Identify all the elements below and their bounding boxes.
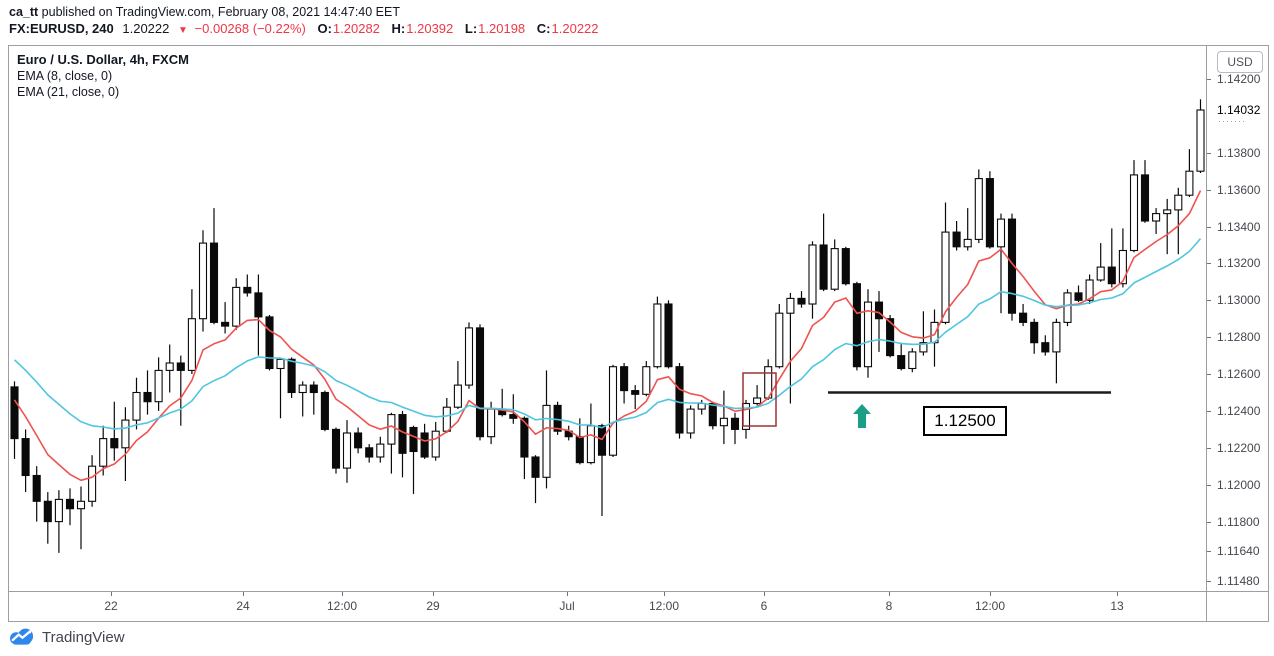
price-axis-label: 1.13400 xyxy=(1217,219,1261,234)
time-axis-label: 29 xyxy=(426,599,440,613)
price-axis[interactable]: USD 1.14032 ······· 1.14200 1.13800 1.1360… xyxy=(1207,46,1268,621)
price-chart-plot[interactable] xyxy=(9,46,1206,591)
time-tick xyxy=(342,592,343,596)
current-price-label: 1.14032 xyxy=(1215,102,1263,117)
time-axis-separator xyxy=(9,591,1268,592)
time-tick xyxy=(764,592,765,596)
price-tick xyxy=(1207,447,1211,449)
time-tick xyxy=(567,592,568,596)
time-axis-label: 12:00 xyxy=(326,599,358,613)
candlesticks xyxy=(10,99,1205,553)
price-axis-label: 1.13200 xyxy=(1217,256,1261,271)
time-axis-label: 13 xyxy=(1110,599,1124,613)
time-axis-label: 22 xyxy=(104,599,118,613)
ema-21-line[interactable] xyxy=(13,238,1202,430)
chart-frame: Euro / U.S. Dollar, 4h, FXCM EMA (8, clo… xyxy=(8,45,1269,622)
ohlc-close: C:1.20222 xyxy=(536,21,599,36)
price-tick xyxy=(1207,79,1211,80)
time-tick xyxy=(111,592,112,596)
obscured-tick-dots: ······· xyxy=(1218,115,1246,126)
time-axis-label: 12:00 xyxy=(974,599,1006,613)
symbol-label[interactable]: FX:EURUSD, 240 xyxy=(9,21,114,36)
price-axis-label: 1.11480 xyxy=(1217,573,1260,588)
price-tick xyxy=(1207,263,1211,265)
byline: ca_tt published on TradingView.com, Febr… xyxy=(9,5,400,19)
price-axis-label: 1.13600 xyxy=(1217,182,1261,197)
ohlc-high: H:1.20392 xyxy=(391,21,454,36)
price-tick xyxy=(1207,337,1211,339)
time-tick xyxy=(664,592,665,596)
ohlc-low: L:1.20198 xyxy=(464,21,526,36)
footer: TradingView xyxy=(8,627,125,647)
support-price-flag[interactable]: 1.12500 xyxy=(923,406,1007,436)
time-tick xyxy=(1117,592,1118,596)
entry-zone-rectangle[interactable] xyxy=(742,372,777,427)
legend-ema8[interactable]: EMA (8, close, 0) xyxy=(17,69,113,83)
price-axis-separator xyxy=(1206,46,1207,621)
author-username[interactable]: ca_tt xyxy=(9,5,39,19)
time-axis-label: 12:00 xyxy=(648,599,680,613)
price-tick xyxy=(1207,374,1211,376)
price-change: −0.00268 (−0.22%) xyxy=(194,21,306,36)
price-axis-label: 1.12200 xyxy=(1217,440,1261,455)
price-tick xyxy=(1207,300,1211,302)
down-triangle-icon: ▼ xyxy=(178,25,188,36)
ema-8-line[interactable] xyxy=(13,190,1202,482)
price-tick xyxy=(1207,521,1211,523)
time-axis-label: 8 xyxy=(885,599,893,613)
time-axis[interactable]: 22 24 12:00 29 Jul 12:00 6 8 12:00 13 xyxy=(9,592,1206,621)
byline-text: published on TradingView.com, February 0… xyxy=(38,5,400,19)
time-axis-label: 24 xyxy=(236,599,250,613)
price-axis-label: 1.13000 xyxy=(1217,293,1261,308)
price-axis-label: 1.13800 xyxy=(1217,145,1261,160)
tradingview-logo-text[interactable]: TradingView xyxy=(42,628,125,646)
time-tick xyxy=(889,592,890,596)
price-tick xyxy=(1207,152,1211,154)
price-tick xyxy=(1207,226,1211,228)
price-tick xyxy=(1207,580,1211,582)
ticker-line: FX:EURUSD, 240 1.20222 ▼ −0.00268 (−0.22… xyxy=(9,21,599,36)
price-axis-label: 1.12000 xyxy=(1217,477,1261,492)
ohlc-open: O:1.20282 xyxy=(317,21,380,36)
legend-ema21[interactable]: EMA (21, close, 0) xyxy=(17,85,120,99)
up-arrow-marker[interactable] xyxy=(853,404,871,428)
tradingview-logo-icon[interactable] xyxy=(8,627,36,647)
time-axis-label: 6 xyxy=(760,599,768,613)
time-tick xyxy=(433,592,434,596)
price-axis-label: 1.12800 xyxy=(1217,330,1261,345)
price-tick xyxy=(1207,484,1211,486)
price-axis-label: 1.11640 xyxy=(1217,544,1260,559)
legend-symbol-title[interactable]: Euro / U.S. Dollar, 4h, FXCM xyxy=(17,52,189,67)
price-tick xyxy=(1207,410,1211,412)
currency-toggle-button[interactable]: USD xyxy=(1217,51,1263,73)
last-price: 1.20222 xyxy=(122,21,170,36)
time-tick xyxy=(243,592,244,596)
price-tick xyxy=(1207,551,1211,553)
price-axis-label: 1.12600 xyxy=(1217,367,1261,382)
chart-legend: Euro / U.S. Dollar, 4h, FXCM EMA (8, clo… xyxy=(17,52,189,100)
price-tick xyxy=(1207,189,1211,191)
price-axis-label: 1.12400 xyxy=(1217,403,1261,418)
time-axis-label: Jul xyxy=(559,599,575,613)
price-axis-label: 1.14200 xyxy=(1217,72,1261,86)
time-tick xyxy=(990,592,991,596)
price-axis-label: 1.11800 xyxy=(1217,514,1260,529)
